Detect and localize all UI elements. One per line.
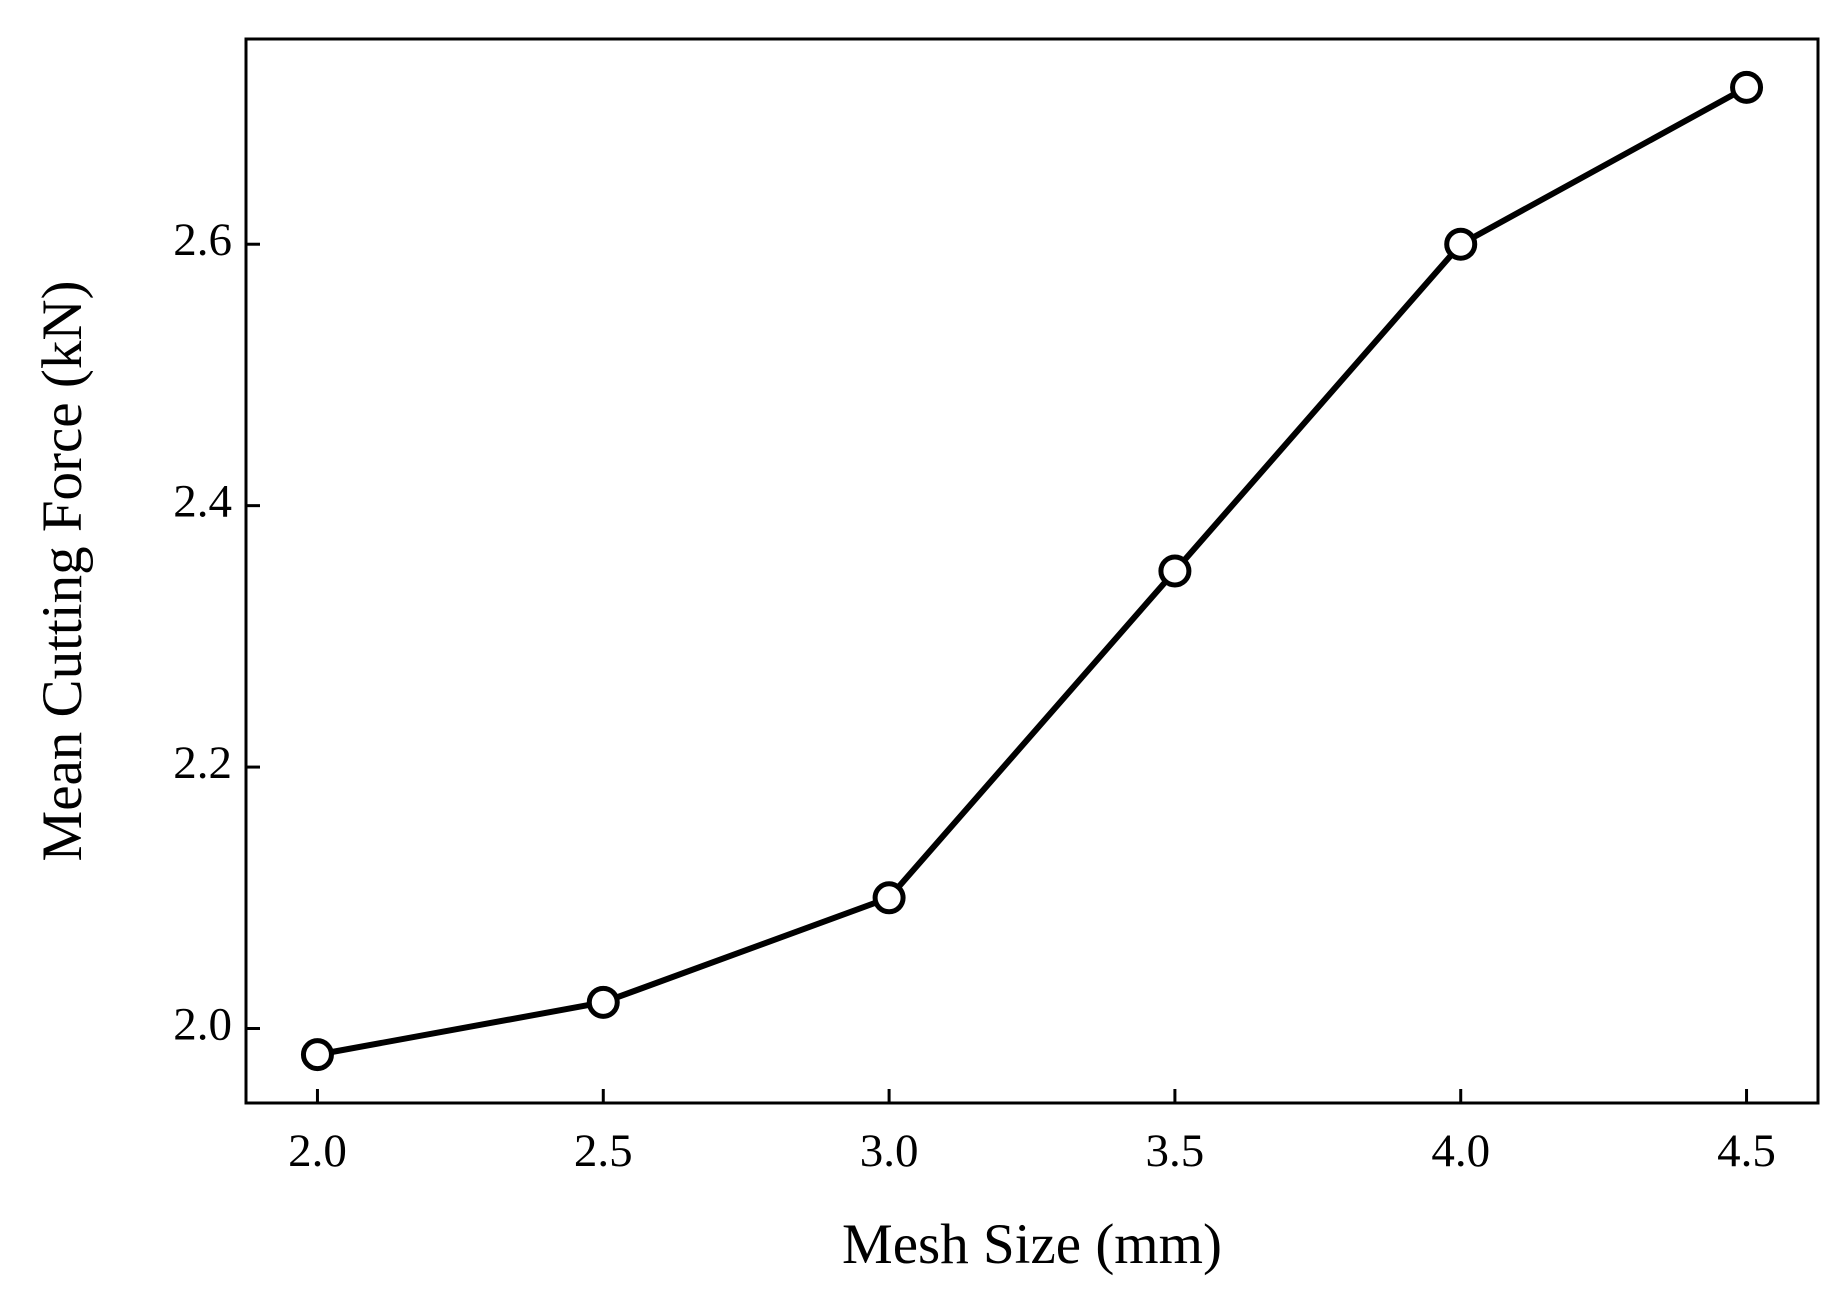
x-tick-label: 2.5 bbox=[574, 1125, 633, 1177]
data-point bbox=[1158, 554, 1192, 588]
data-line bbox=[316, 84, 1748, 1058]
data-point bbox=[1444, 227, 1478, 261]
y-tick-label: 2.6 bbox=[173, 214, 232, 266]
data-point bbox=[872, 881, 906, 915]
x-tick-label: 4.5 bbox=[1717, 1125, 1776, 1177]
x-tick-label: 3.0 bbox=[860, 1125, 919, 1177]
data-point bbox=[1730, 70, 1764, 104]
y-tick-label: 2.0 bbox=[173, 998, 232, 1050]
data-point bbox=[586, 985, 620, 1019]
axes-frame bbox=[244, 37, 1820, 1105]
x-tick-label: 2.0 bbox=[288, 1125, 347, 1177]
x-tick-label: 3.5 bbox=[1146, 1125, 1205, 1177]
data-point bbox=[300, 1038, 334, 1072]
y-tick-label: 2.2 bbox=[173, 737, 232, 789]
y-axis-label: Mean Cutting Force (kN) bbox=[31, 281, 94, 862]
x-axis-label: Mesh Size (mm) bbox=[842, 1213, 1222, 1276]
y-tick-label: 2.4 bbox=[173, 475, 232, 527]
x-tick-label: 4.0 bbox=[1431, 1125, 1490, 1177]
